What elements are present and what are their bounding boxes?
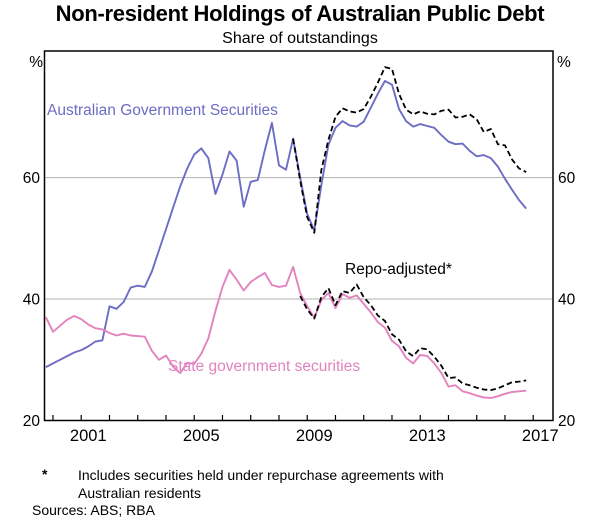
x-axis-label-2017: 2017: [522, 427, 559, 445]
footnote-marker: *: [42, 466, 48, 482]
chart-subtitle: Share of outstandings: [222, 30, 378, 47]
y-axis-label-left-40: 40: [23, 292, 41, 309]
x-axis-label-2005: 2005: [183, 427, 220, 445]
x-axis-label-2013: 2013: [409, 427, 446, 445]
y-axis-label-left-60: 60: [23, 170, 41, 187]
y-axis-unit-right: %: [557, 54, 571, 71]
footnote-line2: Australian residents: [78, 485, 201, 501]
y-axis-label-right-40: 40: [558, 292, 576, 309]
repo-adjusted-label: Repo-adjusted*: [345, 261, 452, 278]
ags-repo-line: [292, 66, 527, 234]
y-axis-label-right-20: 20: [558, 413, 576, 430]
state-series-label: State government securities: [168, 358, 361, 375]
y-axis-label-left-20: 20: [23, 413, 41, 430]
plot-frame: [43, 50, 554, 422]
y-axis-label-right-60: 60: [558, 170, 576, 187]
ags-line: [45, 80, 527, 368]
x-axis-label-2009: 2009: [296, 427, 333, 445]
sources-text: Sources: ABS; RBA: [32, 502, 155, 518]
chart-title: Non-resident Holdings of Australian Publ…: [55, 1, 545, 26]
y-axis-unit-left: %: [29, 54, 43, 71]
ags-series-label: Australian Government Securities: [47, 102, 278, 119]
state-line: [45, 265, 527, 399]
x-axis-label-2001: 2001: [70, 427, 107, 445]
footnote-line1: Includes securities held under repurchas…: [78, 467, 444, 483]
